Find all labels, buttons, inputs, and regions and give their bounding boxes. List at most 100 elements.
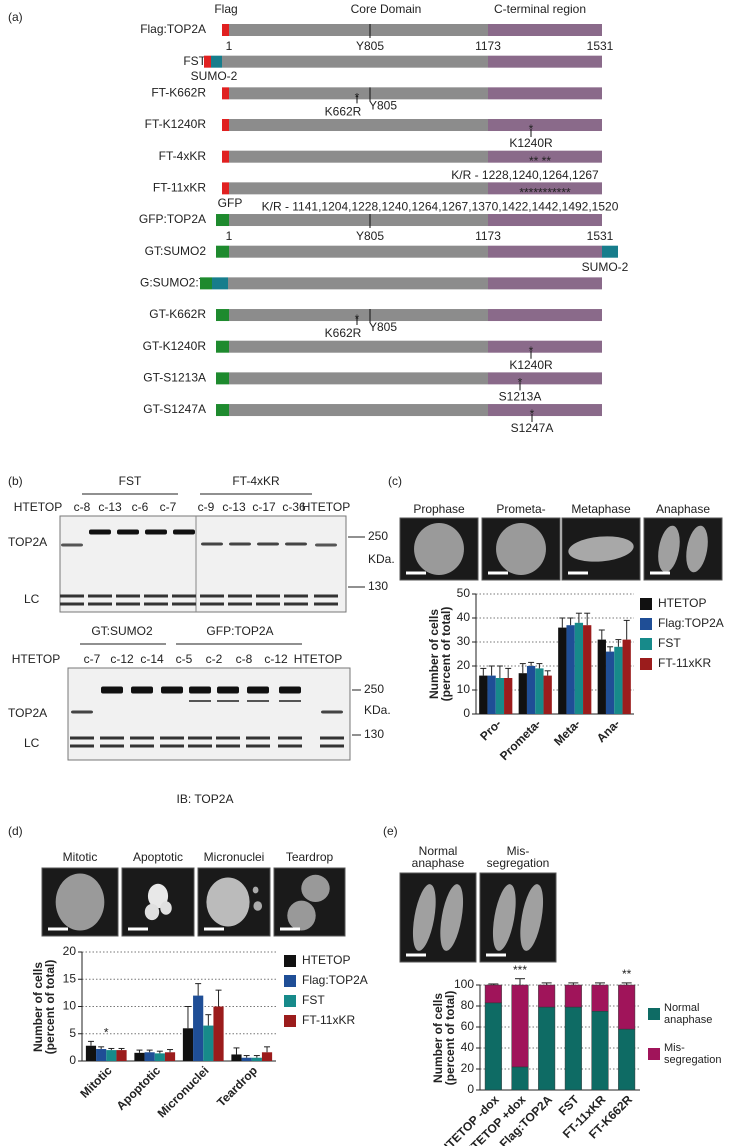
image-label: Normal anaphase — [411, 844, 465, 870]
x-tick-label: Pro- — [477, 716, 504, 743]
bar — [85, 1045, 97, 1061]
band — [60, 602, 84, 606]
lane-label: c-7 — [84, 652, 101, 666]
cell-shape — [492, 884, 516, 951]
y-tick-label: 30 — [457, 634, 471, 648]
bar-segment — [538, 984, 556, 1008]
cell-shape — [252, 886, 259, 894]
y-tick-label: 0 — [467, 1082, 474, 1096]
cell-shape — [147, 883, 169, 909]
domain-header: C-terminal region — [494, 2, 586, 16]
cell-shape — [160, 901, 172, 915]
image-label: Anaphase — [656, 502, 710, 516]
lane-label: c-17 — [252, 500, 276, 514]
bar-segment — [591, 984, 609, 1012]
cell-shape — [55, 873, 105, 931]
domain-segment — [229, 182, 488, 195]
image-label: Mis- segregation — [486, 844, 550, 870]
marker-label: 130 — [368, 579, 388, 593]
bar-segment — [484, 984, 502, 1004]
band — [284, 602, 308, 606]
legend-label: Mis- segregation — [664, 1042, 722, 1066]
domain-header: Core Domain — [351, 2, 422, 16]
band — [247, 700, 269, 702]
cell-shape — [568, 536, 634, 562]
site-asterisk: * — [529, 344, 534, 358]
band — [229, 542, 251, 546]
band — [130, 736, 154, 740]
band — [279, 686, 301, 694]
bar-segment — [511, 1066, 529, 1091]
significance-mark: ** — [622, 967, 632, 981]
site-label: 1531 — [587, 229, 614, 243]
panel-label: (b) — [8, 474, 23, 488]
cell-shape — [144, 903, 160, 921]
bar — [622, 639, 631, 714]
band — [71, 710, 93, 714]
site-label: SUMO-2 — [191, 69, 238, 83]
domain-segment — [216, 245, 229, 258]
image-label: Metaphase — [571, 502, 631, 516]
lane-label: c-12 — [264, 652, 288, 666]
legend-swatch — [640, 658, 652, 670]
y-tick-label: 40 — [457, 610, 471, 624]
legend-label: FT-11xKR — [302, 1013, 355, 1027]
marker-label: 250 — [368, 529, 388, 543]
band — [161, 686, 183, 694]
x-tick-label: Prometa- — [497, 716, 544, 763]
site-label: Y805 — [369, 320, 397, 334]
band — [144, 594, 168, 598]
band — [216, 744, 240, 748]
image-label: Prometa- — [496, 502, 545, 516]
domain-segment — [488, 309, 602, 322]
band — [256, 594, 280, 598]
y-tick-label: 15 — [63, 971, 77, 985]
domain-segment — [229, 309, 488, 322]
legend-label: HTETOP — [302, 953, 350, 967]
bar — [605, 651, 615, 714]
bar — [231, 1054, 242, 1061]
band — [89, 529, 111, 535]
panel-label: (c) — [388, 474, 402, 488]
domain-segment — [212, 277, 228, 290]
cell-shape — [686, 525, 708, 573]
domain-segment — [488, 214, 602, 227]
y-axis-label: Number of cells (percent of total) — [31, 959, 57, 1054]
significance-mark: *** — [513, 963, 527, 977]
band — [284, 594, 308, 598]
x-tick-label: Mitotic — [77, 1063, 114, 1100]
lane-label: c-13 — [222, 500, 246, 514]
domain-segment — [200, 277, 212, 290]
y-tick-label: 20 — [63, 944, 77, 958]
site-label: GFP — [218, 196, 243, 210]
cell-shape — [301, 874, 330, 903]
band — [217, 686, 239, 694]
domain-segment — [229, 340, 488, 353]
band — [247, 686, 269, 694]
lane-label: c-12 — [110, 652, 134, 666]
bar — [106, 1050, 117, 1061]
bar — [134, 1052, 145, 1061]
band — [200, 594, 224, 598]
legend-swatch — [640, 598, 652, 610]
bar — [241, 1057, 252, 1061]
site-label: K662R — [325, 105, 362, 119]
micrograph — [399, 872, 477, 963]
bar — [213, 1006, 224, 1061]
row-label: LC — [24, 736, 40, 750]
construct-name: FT-K662R — [151, 86, 206, 100]
bar-segment — [511, 984, 529, 1068]
cell-shape — [414, 522, 464, 576]
bar — [504, 678, 513, 714]
construct-name: G:SUMO2:T — [140, 276, 207, 290]
image-label: Teardrop — [286, 850, 334, 864]
band — [201, 542, 223, 546]
cell-shape — [253, 901, 263, 911]
legend-swatch — [640, 638, 652, 650]
band — [314, 594, 338, 598]
group-label: GFP:TOP2A — [206, 624, 273, 638]
legend-swatch — [648, 1048, 660, 1060]
image-label: Micronuclei — [204, 850, 265, 864]
legend-label: Flag:TOP2A — [658, 616, 724, 630]
